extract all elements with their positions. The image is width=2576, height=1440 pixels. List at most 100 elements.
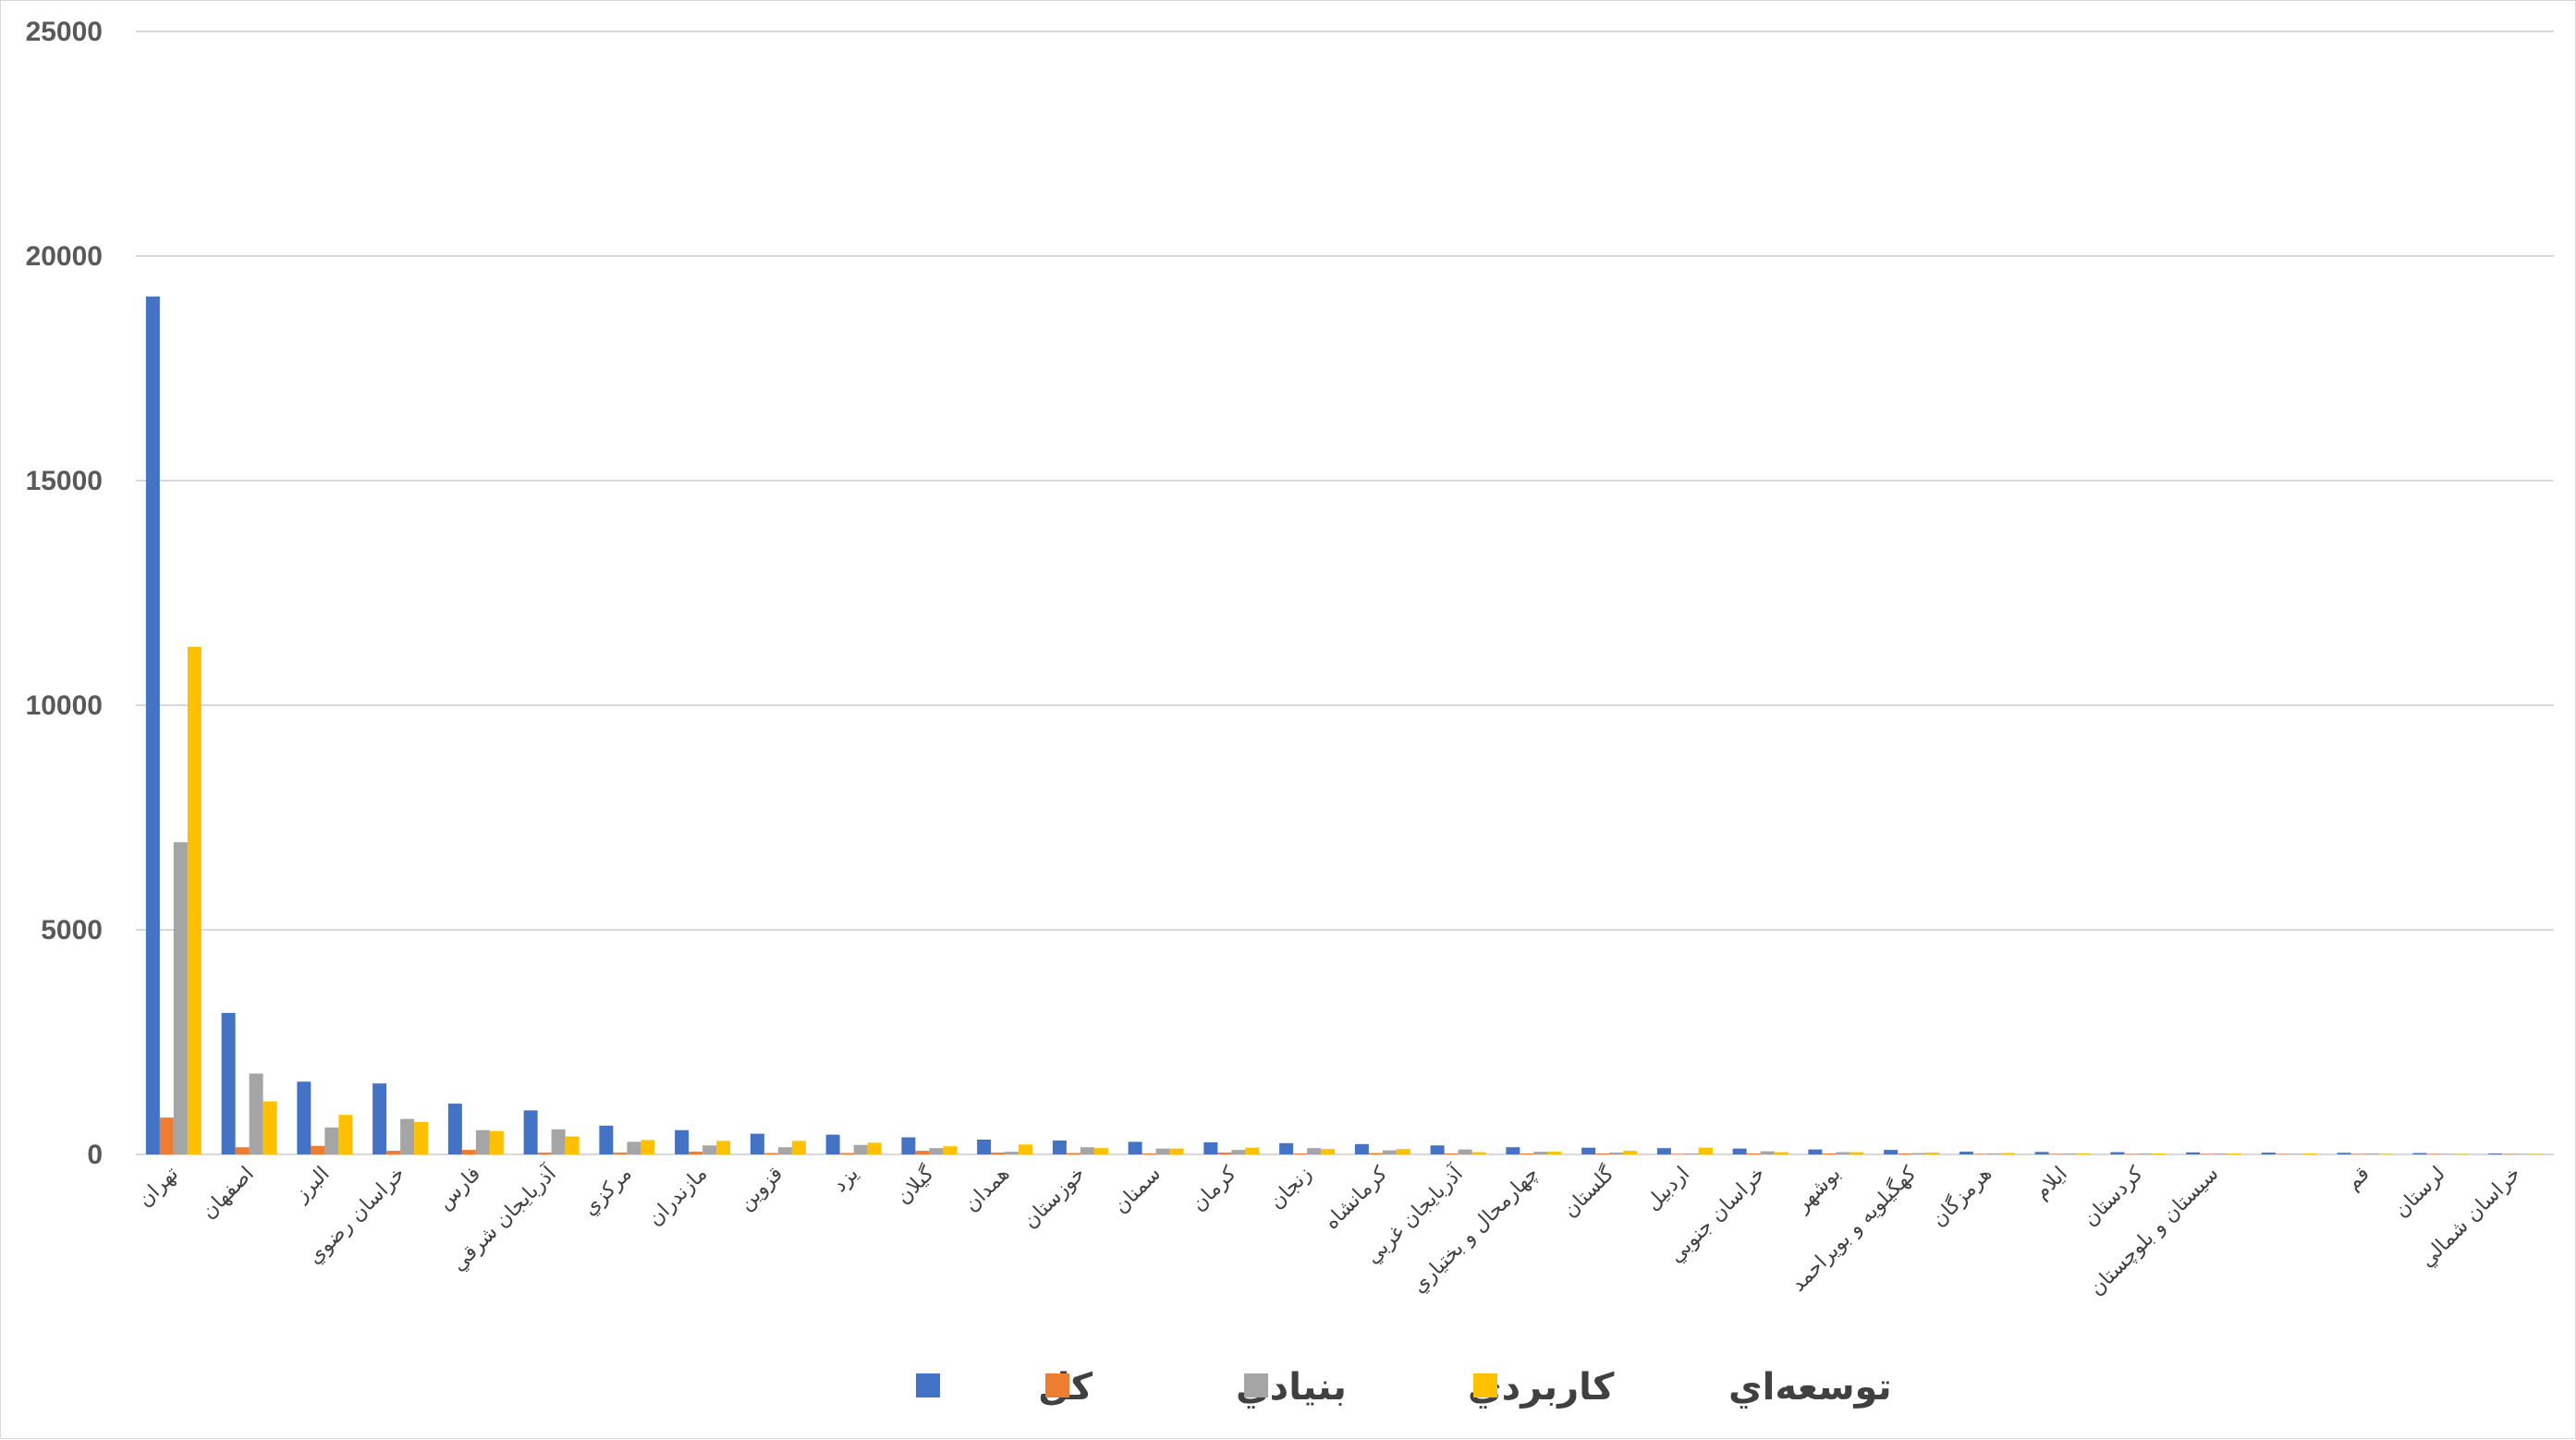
bar: [792, 1141, 806, 1154]
bar: [1884, 1150, 1898, 1154]
bar: [1959, 1152, 1973, 1154]
x-tick-label: چهارمحال و بختياري: [1408, 1163, 1544, 1299]
bar: [627, 1141, 641, 1154]
bar: [1808, 1150, 1822, 1154]
bar: [1547, 1152, 1561, 1154]
bar: [1733, 1149, 1747, 1154]
bar: [1142, 1153, 1156, 1154]
bar: [943, 1146, 957, 1154]
bar: [1397, 1149, 1410, 1154]
bar: [400, 1119, 414, 1154]
bar: [1293, 1153, 1307, 1154]
x-tick-label: قزوين: [735, 1163, 787, 1215]
bar: [599, 1126, 613, 1154]
bar: [764, 1153, 778, 1154]
bar: [146, 297, 160, 1154]
x-tick-label: سيستان و بلوچستان: [2085, 1163, 2223, 1300]
bar: [1747, 1153, 1761, 1154]
x-tick-label: سمنان: [1109, 1163, 1166, 1219]
bar: [1203, 1142, 1217, 1154]
bar: [901, 1138, 915, 1154]
bar: [1369, 1153, 1383, 1154]
bar: [2228, 1153, 2241, 1154]
bar: [2077, 1153, 2091, 1154]
bar: [778, 1147, 792, 1154]
bar: [448, 1104, 462, 1154]
x-tick-label: تهران: [134, 1163, 184, 1213]
bar: [1911, 1153, 1925, 1154]
bar: [174, 842, 188, 1154]
bar: [991, 1153, 1005, 1154]
bar: [1775, 1153, 1789, 1154]
bar: [1472, 1153, 1486, 1154]
bar: [1019, 1144, 1032, 1154]
bar: [524, 1110, 538, 1154]
bar: [552, 1129, 566, 1154]
y-tick-label: 20000: [26, 241, 103, 272]
bar: [1231, 1150, 1245, 1154]
bar: [915, 1151, 929, 1154]
bar: [2152, 1153, 2166, 1154]
legend-swatch: [916, 1373, 940, 1397]
bar: [1657, 1148, 1671, 1154]
bar: [1005, 1152, 1019, 1154]
x-tick-label: كردستان: [2079, 1162, 2148, 1231]
bar: [311, 1146, 324, 1154]
bar: [414, 1122, 428, 1154]
bar: [462, 1150, 476, 1154]
bar: [1245, 1148, 1259, 1154]
bar: [386, 1151, 400, 1154]
bar: [222, 1013, 236, 1154]
bar: [716, 1141, 730, 1154]
bar: [1987, 1153, 2001, 1154]
bar: [566, 1137, 580, 1154]
legend-swatch: [1045, 1373, 1069, 1397]
bar: [2412, 1153, 2426, 1154]
bar: [263, 1102, 277, 1154]
y-tick-label: 5000: [41, 915, 103, 946]
bar: [1053, 1141, 1067, 1154]
y-tick-label: 0: [87, 1140, 103, 1170]
legend-swatch: [1244, 1373, 1268, 1397]
bar: [1129, 1141, 1142, 1154]
bar: [188, 647, 201, 1154]
bar: [1506, 1147, 1520, 1154]
bar: [476, 1130, 490, 1154]
x-tick-label: قم: [2341, 1163, 2374, 1195]
bar: [868, 1142, 882, 1154]
bars: [146, 297, 2544, 1154]
bar: [1156, 1149, 1170, 1154]
bar: [1761, 1152, 1775, 1154]
bar: [1170, 1149, 1184, 1154]
x-tick-label: لرستان: [2390, 1163, 2450, 1223]
x-tick-label: بوشهر: [1790, 1163, 1846, 1218]
bar: [1217, 1153, 1231, 1154]
bar: [2262, 1153, 2276, 1154]
bar: [1533, 1152, 1547, 1154]
bar: [372, 1083, 386, 1154]
bar: [1431, 1145, 1445, 1154]
bar: [826, 1135, 840, 1154]
x-tick-label: اصفهان: [197, 1163, 258, 1224]
bar: [2035, 1152, 2049, 1154]
bar: [490, 1131, 504, 1154]
bar: [2303, 1153, 2317, 1154]
bar: [1445, 1153, 1459, 1154]
bar: [1459, 1150, 1472, 1154]
bar: [160, 1117, 174, 1154]
x-tick-label: مركزي: [579, 1163, 637, 1221]
bar: [641, 1140, 654, 1154]
x-tick-label: فارس: [433, 1163, 485, 1214]
bar: [1067, 1153, 1080, 1154]
bar: [675, 1130, 689, 1154]
x-tick-label: گلستان: [1558, 1161, 1619, 1222]
bar: [2338, 1153, 2351, 1154]
bar: [1307, 1148, 1321, 1154]
x-tick-label: همدان: [960, 1163, 1015, 1217]
bar: [297, 1081, 311, 1154]
bar: [2365, 1153, 2379, 1154]
x-tick-label: كهگيلويه و بويراحمد: [1786, 1161, 1921, 1296]
